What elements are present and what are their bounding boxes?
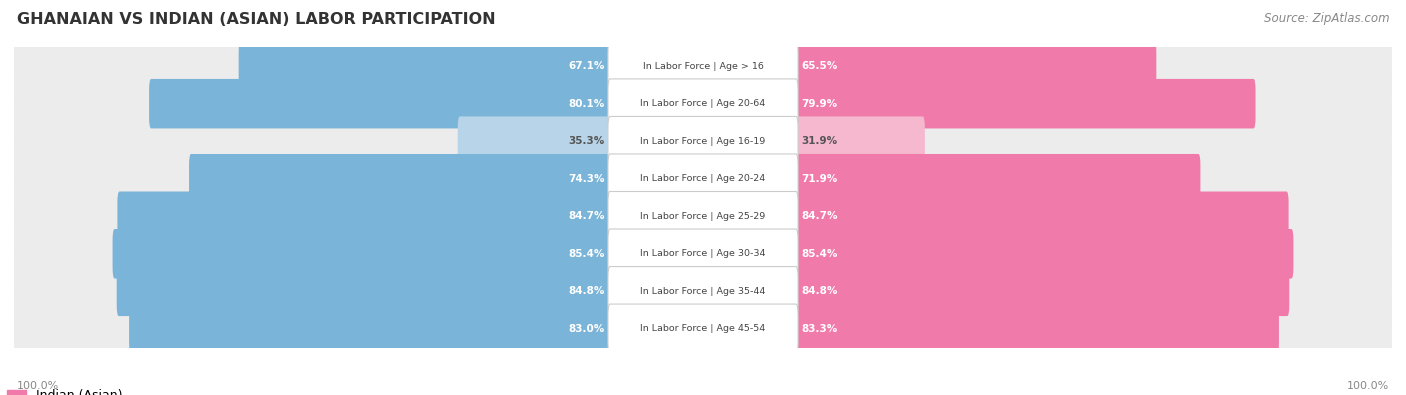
Text: In Labor Force | Age 35-44: In Labor Force | Age 35-44 [640, 287, 766, 296]
FancyBboxPatch shape [14, 68, 1392, 139]
FancyBboxPatch shape [607, 229, 799, 278]
Text: In Labor Force | Age > 16: In Labor Force | Age > 16 [643, 62, 763, 71]
FancyBboxPatch shape [14, 31, 1392, 102]
Text: 31.9%: 31.9% [801, 136, 838, 146]
Text: 84.8%: 84.8% [568, 286, 605, 296]
FancyBboxPatch shape [702, 154, 1201, 203]
Text: In Labor Force | Age 16-19: In Labor Force | Age 16-19 [640, 137, 766, 146]
Text: 65.5%: 65.5% [801, 61, 838, 71]
Text: 35.3%: 35.3% [568, 136, 605, 146]
Text: 71.9%: 71.9% [801, 174, 838, 184]
Text: 84.8%: 84.8% [801, 286, 838, 296]
Text: 74.3%: 74.3% [568, 174, 605, 184]
FancyBboxPatch shape [702, 229, 1294, 278]
FancyBboxPatch shape [607, 154, 799, 203]
FancyBboxPatch shape [702, 79, 1256, 128]
FancyBboxPatch shape [607, 192, 799, 241]
FancyBboxPatch shape [14, 256, 1392, 327]
FancyBboxPatch shape [702, 117, 925, 166]
Text: In Labor Force | Age 45-54: In Labor Force | Age 45-54 [640, 324, 766, 333]
FancyBboxPatch shape [14, 181, 1392, 252]
Text: 79.9%: 79.9% [801, 99, 838, 109]
FancyBboxPatch shape [149, 79, 704, 128]
FancyBboxPatch shape [14, 293, 1392, 364]
FancyBboxPatch shape [607, 41, 799, 91]
FancyBboxPatch shape [458, 117, 704, 166]
Text: 84.7%: 84.7% [801, 211, 838, 221]
FancyBboxPatch shape [607, 117, 799, 166]
Text: 100.0%: 100.0% [1347, 381, 1389, 391]
Text: 80.1%: 80.1% [568, 99, 605, 109]
Text: 84.7%: 84.7% [568, 211, 605, 221]
Text: 100.0%: 100.0% [17, 381, 59, 391]
FancyBboxPatch shape [112, 229, 704, 278]
FancyBboxPatch shape [607, 267, 799, 316]
Text: 85.4%: 85.4% [568, 249, 605, 259]
Legend: Ghanaian, Indian (Asian): Ghanaian, Indian (Asian) [0, 384, 128, 395]
Text: 83.3%: 83.3% [801, 324, 838, 334]
FancyBboxPatch shape [607, 304, 799, 354]
Text: In Labor Force | Age 20-64: In Labor Force | Age 20-64 [640, 99, 766, 108]
FancyBboxPatch shape [14, 218, 1392, 289]
FancyBboxPatch shape [702, 304, 1279, 354]
FancyBboxPatch shape [188, 154, 704, 203]
Text: In Labor Force | Age 25-29: In Labor Force | Age 25-29 [640, 212, 766, 221]
Text: In Labor Force | Age 30-34: In Labor Force | Age 30-34 [640, 249, 766, 258]
FancyBboxPatch shape [129, 304, 704, 354]
FancyBboxPatch shape [239, 41, 704, 91]
Text: 67.1%: 67.1% [568, 61, 605, 71]
FancyBboxPatch shape [702, 192, 1289, 241]
FancyBboxPatch shape [117, 192, 704, 241]
Text: Source: ZipAtlas.com: Source: ZipAtlas.com [1264, 12, 1389, 25]
FancyBboxPatch shape [702, 41, 1156, 91]
Text: GHANAIAN VS INDIAN (ASIAN) LABOR PARTICIPATION: GHANAIAN VS INDIAN (ASIAN) LABOR PARTICI… [17, 12, 495, 27]
FancyBboxPatch shape [117, 267, 704, 316]
FancyBboxPatch shape [607, 79, 799, 128]
Text: In Labor Force | Age 20-24: In Labor Force | Age 20-24 [640, 174, 766, 183]
Text: 85.4%: 85.4% [801, 249, 838, 259]
Text: 83.0%: 83.0% [568, 324, 605, 334]
FancyBboxPatch shape [702, 267, 1289, 316]
FancyBboxPatch shape [14, 143, 1392, 214]
FancyBboxPatch shape [14, 106, 1392, 177]
